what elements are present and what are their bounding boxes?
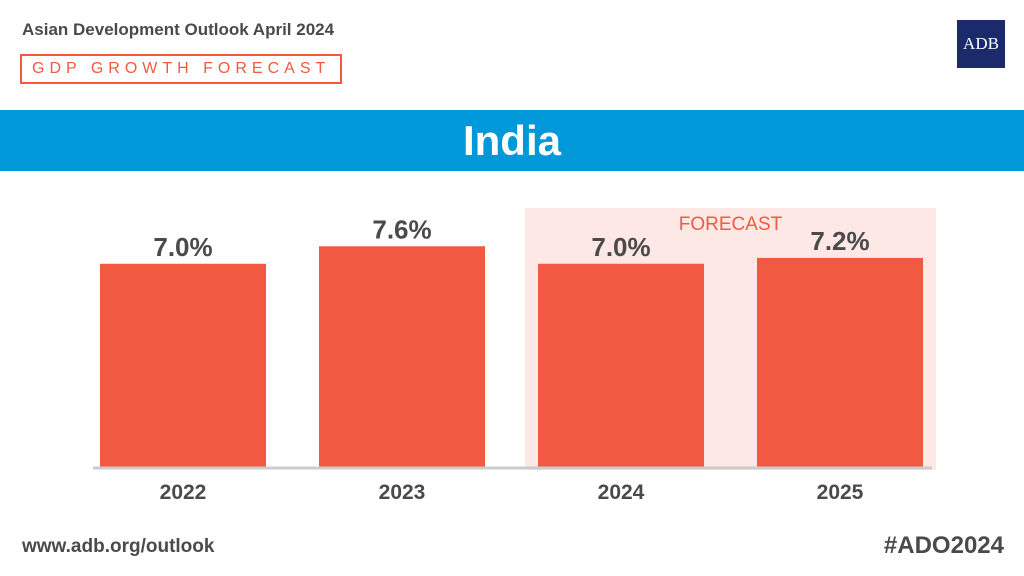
footer-url[interactable]: www.adb.org/outlook: [22, 536, 215, 557]
category-label-2024: 2024: [598, 481, 645, 504]
category-label-2022: 2022: [160, 481, 207, 504]
country-banner: India: [0, 110, 1024, 171]
gdp-bar-chart: FORECAST 7.0% 2022 7.6% 2023 7.0% 2024 7.2% 2025: [93, 208, 936, 504]
header-subtitle: GDP GROWTH FORECAST: [20, 54, 343, 84]
bar-2025: [757, 257, 923, 468]
value-label-2022: 7.0%: [153, 232, 212, 262]
value-label-2025: 7.2%: [810, 226, 869, 256]
bar-2022: [100, 263, 266, 468]
forecast-label: FORECAST: [679, 214, 783, 235]
header-title: Asian Development Outlook April 2024: [22, 20, 335, 39]
category-label-2025: 2025: [817, 481, 864, 504]
country-label: India: [462, 116, 561, 164]
adb-logo: ADB: [957, 20, 1005, 68]
value-label-2024: 7.0%: [591, 232, 650, 262]
footer-hashtag: #ADO2024: [883, 532, 1004, 559]
bar-2023: [319, 246, 485, 468]
value-label-2023: 7.6%: [372, 214, 431, 244]
bar-2024: [538, 263, 704, 468]
category-label-2023: 2023: [379, 481, 426, 504]
